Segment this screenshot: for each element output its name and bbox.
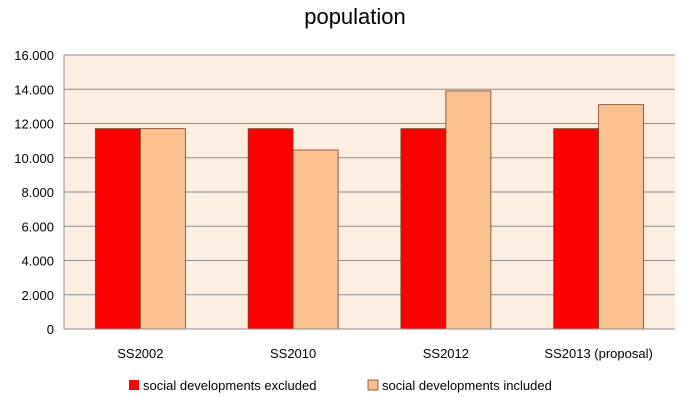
y-tick-label: 0: [47, 322, 54, 337]
legend-swatch: [129, 380, 139, 390]
bar-excluded: [94, 128, 141, 330]
legend-label: social developments excluded: [143, 378, 316, 393]
y-tick-label: 10.000: [14, 151, 54, 166]
bar-excluded: [247, 128, 294, 330]
bar-included: [598, 104, 645, 330]
legend-swatch: [367, 379, 379, 391]
x-category-label: SS2013 (proposal): [544, 346, 652, 361]
y-tick-label: 8.000: [21, 185, 54, 200]
y-tick-label: 2.000: [21, 288, 54, 303]
y-tick-label: 4.000: [21, 254, 54, 269]
legend-label: social developments included: [382, 378, 552, 393]
y-tick-label: 12.000: [14, 117, 54, 132]
x-category-label: SS2012: [423, 346, 469, 361]
bar-included: [445, 90, 492, 330]
bar-included: [292, 149, 339, 330]
bar-excluded: [553, 128, 600, 330]
bar-excluded: [400, 128, 447, 330]
bar-included: [139, 128, 186, 330]
y-tick-label: 14.000: [14, 82, 54, 97]
x-category-label: SS2002: [117, 346, 163, 361]
chart-title: population: [304, 4, 406, 29]
y-tick-label: 16.000: [14, 48, 54, 63]
plot-area: 0 2.000 4.000 6.000 8.000 10.000 12.000 14.000 1…: [14, 48, 675, 361]
legend: social developments excluded social devel…: [129, 378, 552, 393]
x-category-label: SS2010: [270, 346, 316, 361]
y-tick-label: 6.000: [21, 219, 54, 234]
